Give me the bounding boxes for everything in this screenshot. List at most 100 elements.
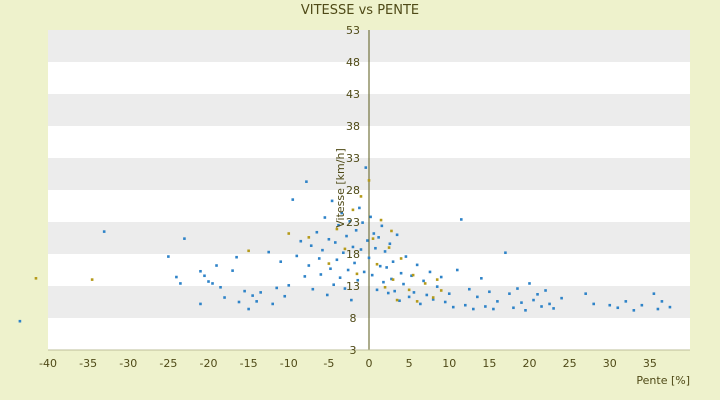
data-point-blue	[255, 300, 258, 303]
x-tick-label: 25	[563, 357, 577, 370]
data-point-gold	[411, 273, 415, 277]
data-point-gold	[390, 229, 393, 233]
data-point-blue	[315, 230, 319, 234]
data-point-blue	[520, 301, 523, 304]
data-point-blue	[335, 258, 339, 262]
data-point-blue	[640, 303, 644, 307]
data-point-gold	[34, 277, 38, 280]
data-point-gold	[435, 278, 439, 281]
data-point-blue	[350, 298, 353, 302]
data-point-blue	[584, 292, 587, 295]
data-point-blue	[319, 273, 323, 276]
x-tick-label: -20	[200, 357, 218, 370]
data-point-blue	[219, 285, 222, 289]
y-tick-label: 23	[346, 216, 360, 229]
data-point-blue	[317, 257, 321, 260]
x-tick-labels: -40 -35 -30 -25 -20 -15 -10 -5 0 5 10 15 20 25 30 35	[39, 357, 657, 370]
data-point-blue	[484, 305, 487, 308]
data-point-blue	[348, 220, 352, 223]
data-point-blue	[199, 302, 202, 306]
data-point-blue	[391, 260, 395, 263]
points-layer	[18, 166, 672, 323]
data-point-blue	[536, 293, 539, 296]
x-tick-label: -25	[159, 357, 177, 370]
data-point-blue	[407, 295, 411, 299]
y-tick-label: 53	[346, 24, 360, 37]
data-point-gold	[335, 227, 339, 231]
data-point-blue	[346, 268, 350, 272]
data-point-blue	[374, 246, 377, 250]
data-point-blue	[183, 237, 186, 240]
data-point-blue	[528, 282, 531, 285]
data-point-blue	[480, 277, 483, 280]
data-point-blue	[512, 306, 515, 310]
data-point-blue	[472, 307, 475, 311]
data-point-gold	[90, 278, 94, 281]
data-point-blue	[362, 270, 366, 274]
data-point-blue	[311, 287, 315, 291]
data-point-blue	[259, 291, 262, 294]
data-point-blue	[608, 303, 612, 307]
data-point-blue	[560, 296, 563, 300]
data-point-gold	[407, 288, 411, 292]
data-point-blue	[358, 206, 361, 210]
x-tick-label: -40	[39, 357, 57, 370]
data-point-blue	[175, 275, 178, 279]
data-point-gold	[391, 278, 395, 281]
data-point-blue	[342, 251, 345, 255]
data-point-blue	[410, 274, 413, 278]
data-point-blue	[369, 215, 372, 219]
x-tick-label: -5	[323, 357, 334, 370]
data-point-blue	[496, 300, 499, 303]
data-point-blue	[235, 255, 238, 259]
x-tick-label: -15	[240, 357, 258, 370]
data-point-blue	[243, 289, 246, 293]
data-point-blue	[488, 290, 491, 294]
data-point-blue	[548, 302, 551, 306]
data-point-blue	[291, 198, 295, 201]
data-point-blue	[455, 268, 459, 272]
x-tick-label: 5	[406, 357, 413, 370]
data-point-blue	[378, 264, 382, 268]
data-point-blue	[343, 287, 347, 290]
data-point-blue	[359, 248, 363, 251]
data-point-blue	[616, 306, 620, 310]
data-point-gold	[379, 218, 383, 222]
data-point-blue	[323, 216, 327, 219]
data-point-blue	[660, 300, 664, 303]
data-point-blue	[361, 221, 364, 224]
data-point-blue	[425, 293, 429, 297]
data-point-gold	[399, 257, 403, 260]
data-point-blue	[656, 307, 660, 311]
data-point-blue	[388, 242, 392, 246]
data-point-gold	[415, 300, 419, 303]
data-point-blue	[412, 291, 416, 294]
data-point-blue	[422, 279, 425, 283]
data-point-gold	[367, 179, 371, 182]
data-point-blue	[267, 250, 270, 254]
data-point-blue	[532, 298, 535, 302]
data-point-blue	[338, 276, 342, 279]
data-point-gold	[287, 232, 291, 235]
x-tick-label: 15	[482, 357, 496, 370]
data-point-blue	[404, 255, 408, 258]
data-point-blue	[329, 267, 332, 271]
data-point-blue	[271, 302, 274, 306]
data-point-blue	[459, 218, 463, 221]
y-tick-label: 8	[350, 312, 357, 325]
data-point-gold	[355, 272, 359, 276]
data-point-blue	[415, 263, 419, 267]
data-point-gold	[387, 246, 391, 249]
data-point-blue	[447, 292, 451, 295]
data-point-gold	[375, 262, 379, 266]
x-tick-label: 10	[442, 357, 456, 370]
y-tick-label: 18	[346, 248, 360, 261]
x-tick-label: 30	[603, 357, 617, 370]
data-point-blue	[552, 307, 555, 310]
y-tick-label: 38	[346, 120, 360, 133]
data-point-gold	[423, 282, 427, 285]
data-point-blue	[399, 271, 403, 275]
data-point-blue	[385, 266, 388, 269]
